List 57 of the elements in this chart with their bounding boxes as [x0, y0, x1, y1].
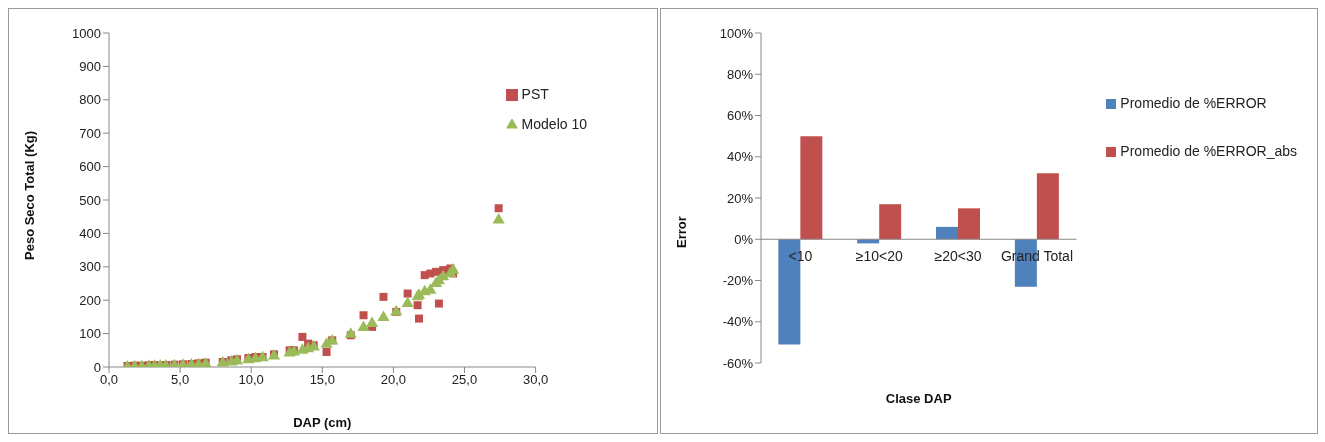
- point: [366, 316, 379, 328]
- y-tick-label: 600: [79, 159, 101, 175]
- y-tick-label: 200: [79, 292, 101, 308]
- bar: [879, 204, 902, 240]
- y-tick-label: 800: [79, 92, 101, 108]
- point: [492, 213, 505, 224]
- x-tick-label: 25,0: [451, 372, 478, 388]
- x-axis-title: DAP (cm): [293, 415, 352, 430]
- point: [377, 310, 390, 322]
- y-tick-label: -20%: [722, 273, 754, 289]
- y-tick-label: 0%: [734, 231, 754, 247]
- y-tick-label: 700: [79, 125, 101, 141]
- y-tick-label: -40%: [722, 314, 754, 330]
- bar: [958, 208, 981, 240]
- x-tick-label: 15,0: [309, 372, 335, 388]
- y-tick-label: 80%: [726, 66, 754, 82]
- y-tick-label: 60%: [726, 108, 754, 124]
- y-tick-label: 400: [79, 226, 101, 242]
- x-axis-title: Clase DAP: [885, 391, 952, 406]
- x-tick-label: 30,0: [522, 372, 549, 388]
- point: [494, 204, 503, 213]
- point: [359, 311, 368, 320]
- y-tick-label: 300: [79, 259, 101, 275]
- bar: [1036, 173, 1059, 240]
- point: [298, 332, 307, 341]
- point: [344, 327, 357, 338]
- y-tick-label: 20%: [726, 190, 754, 206]
- legend-label: PST: [521, 86, 549, 102]
- y-tick-label: 500: [79, 192, 101, 208]
- legend-label: Promedio de %ERROR_abs: [1120, 143, 1297, 159]
- point: [401, 296, 414, 308]
- point: [357, 320, 370, 332]
- y-tick-label: 100%: [719, 25, 754, 41]
- y-tick-label: 0: [93, 359, 101, 375]
- point: [434, 299, 443, 308]
- x-tick-label: 5,0: [171, 372, 190, 388]
- x-tick-label: ≥20<30: [934, 248, 982, 265]
- y-tick-label: 40%: [726, 149, 754, 165]
- y-tick-label: 1000: [72, 25, 101, 41]
- legend-label: Modelo 10: [521, 116, 587, 132]
- y-tick-label: 100: [79, 326, 101, 342]
- point: [403, 289, 412, 298]
- legend-label: Promedio de %ERROR: [1120, 95, 1267, 111]
- point: [415, 314, 423, 323]
- x-tick-label: 20,0: [380, 372, 407, 388]
- y-tick-label: -60%: [722, 355, 754, 371]
- bar: [936, 226, 959, 240]
- x-tick-label: ≥10<20: [855, 248, 903, 265]
- x-tick-label: 10,0: [238, 372, 264, 388]
- point: [379, 292, 388, 301]
- y-axis-title: Error: [673, 216, 689, 248]
- y-axis-title: Peso Seco Total (Kg): [21, 130, 37, 260]
- y-tick-label: 900: [79, 59, 101, 75]
- bar: [800, 136, 823, 240]
- point: [322, 347, 331, 356]
- x-tick-label: 0,0: [99, 372, 119, 388]
- point: [413, 301, 422, 310]
